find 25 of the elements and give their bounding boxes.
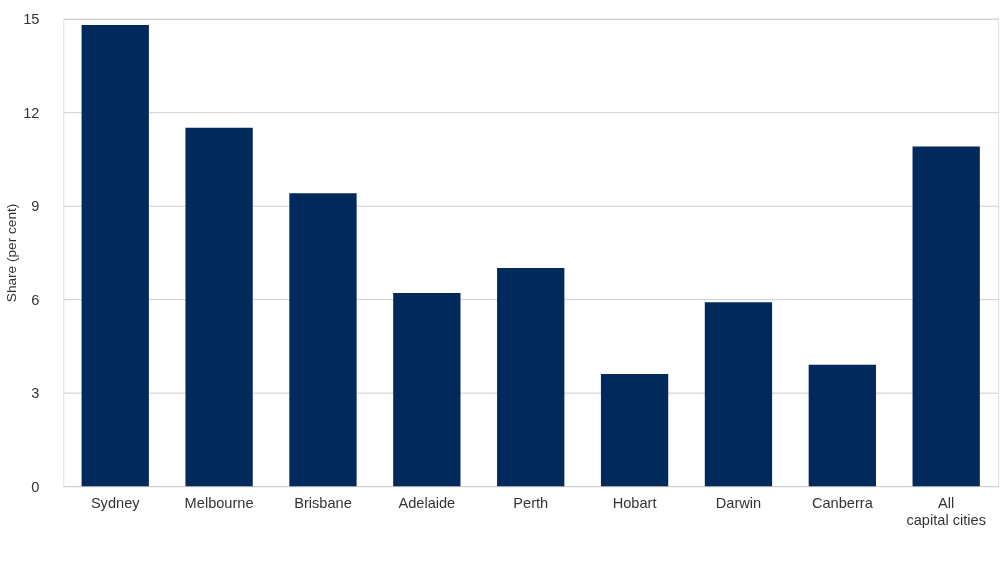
y-tick-label: 12: [23, 104, 40, 121]
bar: [912, 146, 980, 487]
x-tick-label: Hobart: [612, 495, 657, 512]
y-axis-title: Share (per cent): [4, 203, 20, 303]
y-tick-label: 0: [31, 478, 40, 495]
x-tick-label: Canberra: [811, 495, 874, 512]
x-tick-label: Sydney: [90, 495, 141, 512]
bar: [393, 292, 461, 487]
x-tick-label: Perth: [513, 495, 549, 512]
bar: [81, 24, 149, 487]
bar: [185, 127, 253, 487]
bar: [808, 364, 876, 487]
bar: [497, 268, 565, 487]
y-tick-label: 6: [31, 291, 40, 308]
y-tick-label: 9: [31, 198, 40, 215]
x-tick-label: Darwin: [715, 495, 762, 512]
x-tick-label: Adelaide: [398, 495, 456, 512]
y-tick-label: 15: [23, 11, 40, 28]
y-tick-label: 3: [31, 385, 40, 402]
bar: [289, 193, 357, 487]
bar: [704, 302, 773, 487]
x-tick-label: All capital cities: [906, 495, 986, 528]
x-tick-label: Melbourne: [184, 495, 254, 512]
x-tick-label: Brisbane: [294, 495, 352, 512]
bar: [600, 373, 669, 487]
